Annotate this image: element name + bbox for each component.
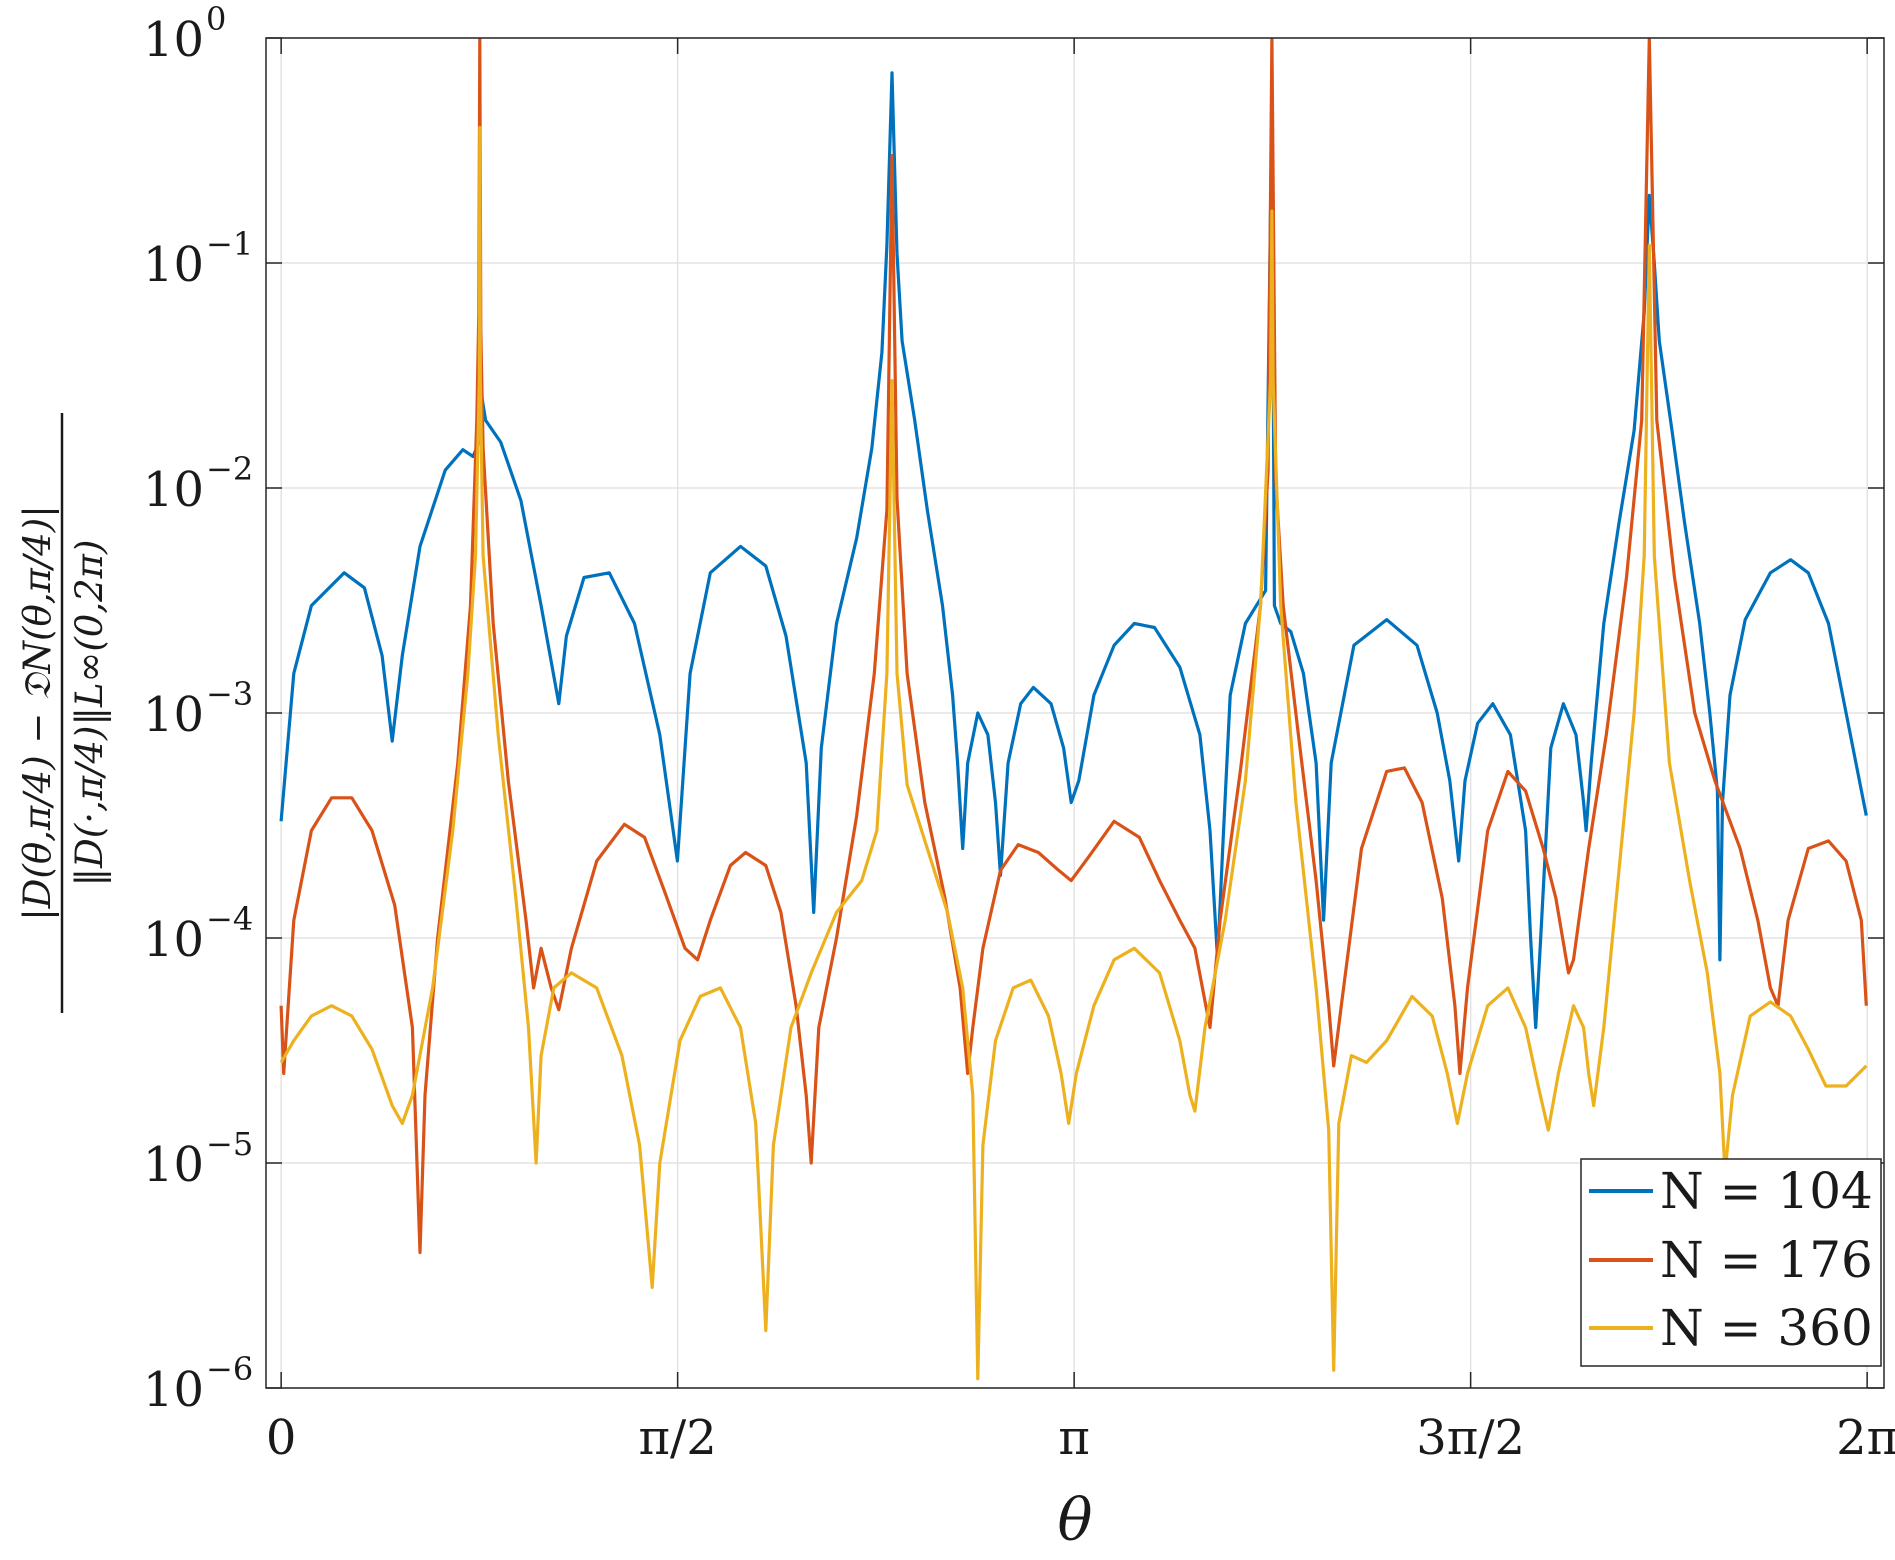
legend-label-176: N = 176 (1660, 1231, 1873, 1289)
y-tick-label-4: 10 −4 (143, 900, 253, 968)
y-tick-label-2: 10 −2 (143, 450, 253, 518)
series-line-0 (279, 71, 1868, 1030)
y-tick-label-6: 10 −6 (143, 1350, 253, 1418)
x-tick-label-0: 0 (266, 1410, 297, 1466)
y-tick-label-exponent-6: −6 (206, 1350, 253, 1388)
x-tick-label-3: 3π/2 (1416, 1410, 1525, 1466)
x-tick-label-2: π (1058, 1410, 1090, 1466)
x-axis-label: θ (1058, 1486, 1093, 1554)
y-tick-label-base-6: 10 (143, 1362, 204, 1418)
y-tick-label-3: 10 −3 (143, 675, 253, 743)
y-tick-label-base-3: 10 (143, 687, 204, 743)
y-tick-label-base-5: 10 (143, 1137, 204, 1193)
series-line-1 (279, 38, 1868, 1255)
legend-box (1580, 1158, 1882, 1367)
y-axis-label-denominator: ‖D(·,π/4)‖L∞(0,2π) (68, 540, 111, 887)
y-tick-label-0: 10 0 (143, 0, 226, 68)
y-tick-label-1: 10 −1 (143, 225, 253, 293)
y-tick-label-exponent-1: −1 (206, 225, 253, 263)
series-layer (279, 38, 1868, 1381)
y-tick-label-exponent-5: −5 (206, 1125, 253, 1163)
y-axis-label-numerator: |D(θ,π/4) − 𝔇N(θ,π/4)| (16, 505, 59, 920)
y-tick-label-exponent-2: −2 (206, 450, 253, 488)
y-tick-label-base-1: 10 (143, 237, 204, 293)
y-tick-label-exponent-0: 0 (206, 0, 226, 38)
x-tick-labels: 0 π/2 π 3π/2 2π (266, 1410, 1895, 1466)
y-tick-label-5: 10 −5 (143, 1125, 253, 1193)
y-tick-label-exponent-3: −3 (206, 675, 253, 713)
y-tick-label-base-0: 10 (143, 12, 204, 68)
legend-label-104: N = 104 (1660, 1162, 1873, 1220)
legend-label-360: N = 360 (1660, 1299, 1873, 1357)
legend: N = 104 N = 176 N = 360 (1580, 1158, 1882, 1367)
y-tick-label-base-2: 10 (143, 462, 204, 518)
series-line-2 (279, 125, 1868, 1381)
y-axis-label: |D(θ,π/4) − 𝔇N(θ,π/4)| ‖D(·,π/4)‖L∞(0,2π… (16, 413, 111, 1013)
y-tick-label-exponent-4: −4 (206, 900, 253, 938)
y-tick-label-base-4: 10 (143, 912, 204, 968)
x-tick-label-4: 2π (1836, 1410, 1895, 1466)
x-tick-label-1: π/2 (639, 1410, 717, 1466)
